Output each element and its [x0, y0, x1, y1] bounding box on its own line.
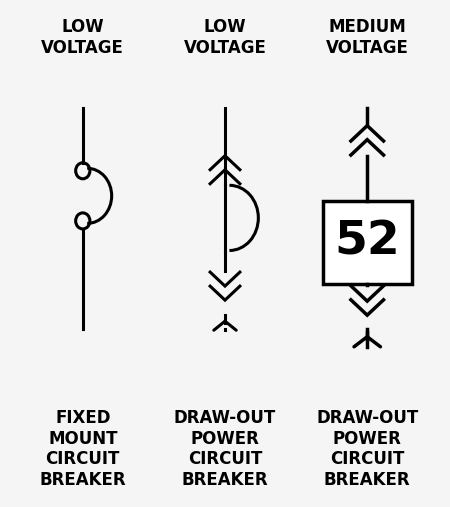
Bar [323, 201, 412, 283]
Text: 52: 52 [334, 220, 400, 265]
Text: FIXED
MOUNT
CIRCUIT
BREAKER: FIXED MOUNT CIRCUIT BREAKER [40, 409, 126, 489]
Text: LOW
VOLTAGE: LOW VOLTAGE [184, 18, 266, 57]
Text: DRAW-OUT
POWER
CIRCUIT
BREAKER: DRAW-OUT POWER CIRCUIT BREAKER [174, 409, 276, 489]
Text: DRAW-OUT
POWER
CIRCUIT
BREAKER: DRAW-OUT POWER CIRCUIT BREAKER [316, 409, 418, 489]
Text: MEDIUM
VOLTAGE: MEDIUM VOLTAGE [326, 18, 409, 57]
Text: LOW
VOLTAGE: LOW VOLTAGE [41, 18, 124, 57]
